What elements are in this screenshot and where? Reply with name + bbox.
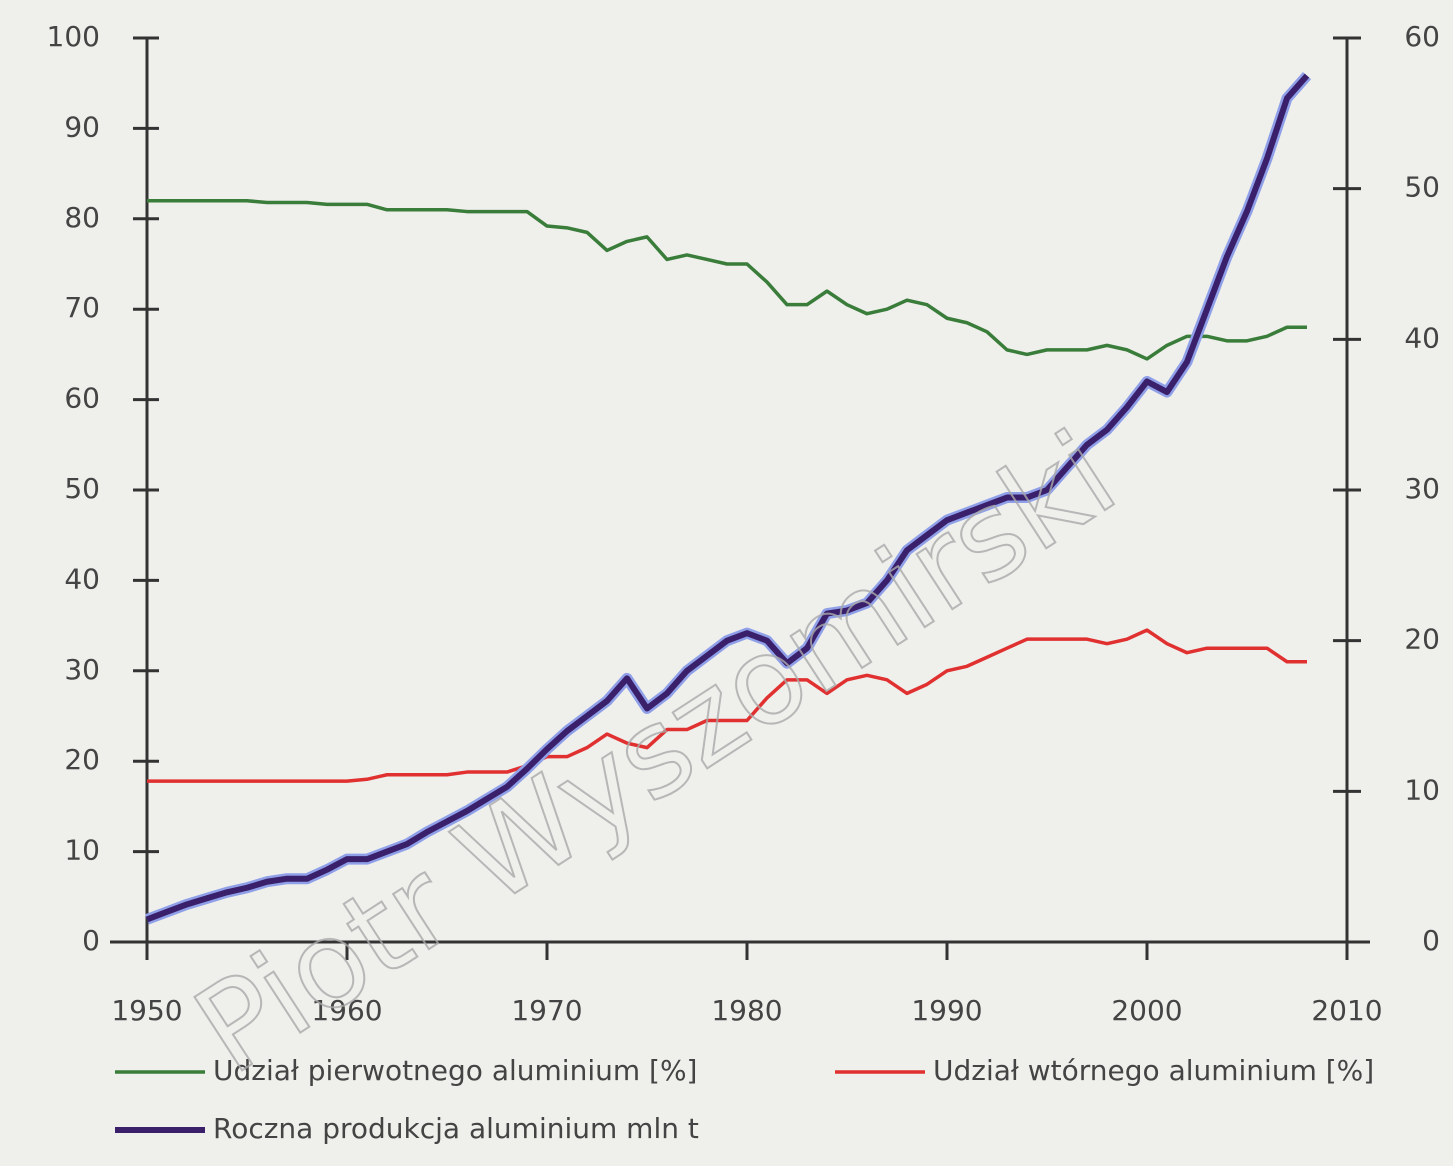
legend-label: Roczna produkcja aluminium mln t [213, 1112, 699, 1145]
y-tick-label: 60 [64, 382, 100, 415]
line [145, 73, 1310, 923]
y-tick-label: 30 [64, 653, 100, 686]
y2-tick-label: 60 [1404, 20, 1440, 53]
y-tick-label: 10 [64, 834, 100, 867]
y-tick-label: 50 [64, 472, 100, 505]
y-tick-label: 40 [64, 562, 100, 595]
y2-tick-label: 0 [1422, 924, 1440, 957]
y2-tick-label: 10 [1404, 773, 1440, 806]
x-tick-label: 1950 [111, 994, 182, 1027]
y-tick-label: 100 [47, 20, 100, 53]
x-tick-label: 2000 [1111, 994, 1182, 1027]
y2-tick-label: 30 [1404, 472, 1440, 505]
x-tick-label: 1980 [711, 994, 782, 1027]
x-tick-label: 1960 [311, 994, 382, 1027]
y2-tick-label: 50 [1404, 171, 1440, 204]
legend-label: Udział pierwotnego aluminium [%] [213, 1054, 697, 1087]
x-tick-label: 1970 [511, 994, 582, 1027]
line [147, 198, 1307, 361]
y-tick-label: 20 [64, 743, 100, 776]
y-tick-label: 0 [82, 924, 100, 957]
y-tick-label: 90 [64, 110, 100, 143]
x-tick-label: 1990 [911, 994, 982, 1027]
line [147, 628, 1307, 783]
y-tick-label: 80 [64, 201, 100, 234]
legend-label: Udział wtórnego aluminium [%] [933, 1054, 1374, 1087]
y2-tick-label: 40 [1404, 321, 1440, 354]
x-tick-label: 2010 [1311, 994, 1382, 1027]
y-tick-label: 70 [64, 291, 100, 324]
y2-tick-label: 20 [1404, 623, 1440, 656]
